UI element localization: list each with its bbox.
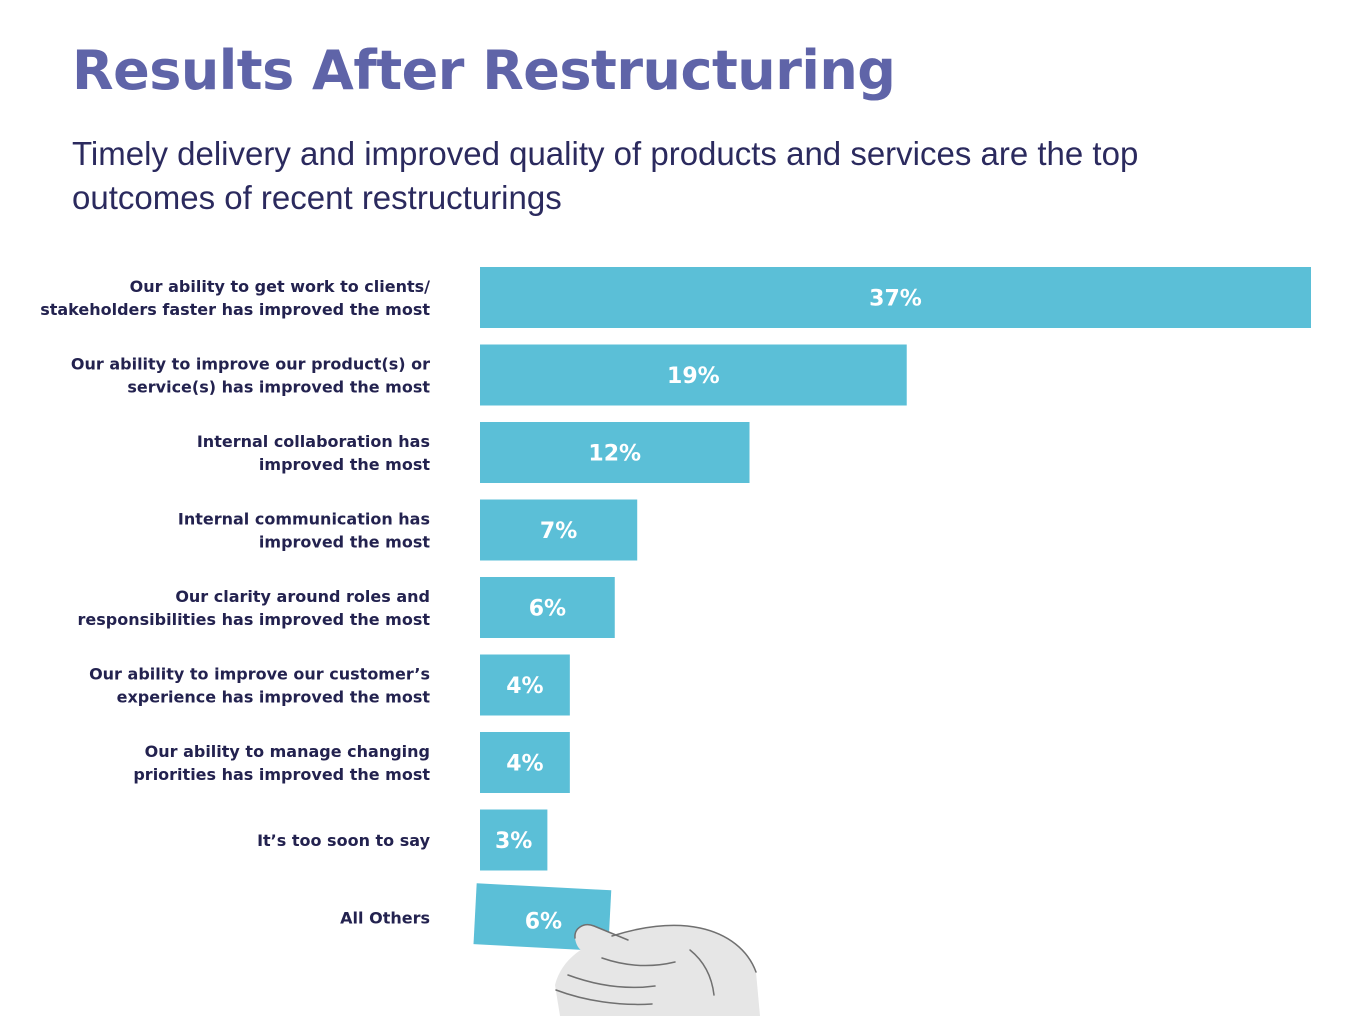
bar-7 [480, 732, 570, 793]
category-label-7: Our ability to manage changing priorities… [133, 742, 430, 784]
category-label-1: Our ability to get work to clients/stake… [40, 277, 430, 319]
bar-8 [480, 809, 548, 871]
value-label-1: 37% [869, 287, 922, 312]
hand-illustration [555, 924, 760, 1016]
category-label-6: Our ability to improve our customer’s exp… [89, 665, 430, 707]
category-label-4: Internal communication has improved the m… [178, 510, 430, 552]
bars-group [473, 267, 1311, 952]
category-label-8: It’s too soon to say [257, 831, 430, 850]
value-label-5: 6% [529, 597, 566, 622]
bar-1 [480, 267, 1311, 328]
value-label-2: 19% [667, 364, 720, 389]
category-label-2: Our ability to improve our product(s) or… [71, 355, 430, 397]
labels-group: 37% Our ability to get work to clients/st… [40, 277, 922, 935]
value-label-3: 12% [588, 442, 641, 467]
bar-6 [480, 654, 570, 716]
value-label-7: 4% [506, 752, 543, 777]
category-label-3: Internal collaboration has improved the m… [197, 432, 431, 474]
category-label-9: All Others [340, 909, 430, 928]
bar-2 [480, 344, 907, 406]
value-label-6: 4% [506, 674, 543, 699]
chart-subtitle: Timely delivery and improved quality of … [72, 135, 1139, 216]
value-label-9: 6% [525, 910, 562, 935]
value-label-4: 7% [540, 519, 577, 544]
category-label-5: Our clarity around roles and responsibili… [78, 587, 431, 629]
chart-title: Results After Restructuring [72, 39, 896, 102]
value-label-8: 3% [495, 829, 532, 854]
bar-4 [480, 499, 638, 561]
bar-3 [480, 422, 750, 483]
bar-5 [480, 577, 615, 638]
